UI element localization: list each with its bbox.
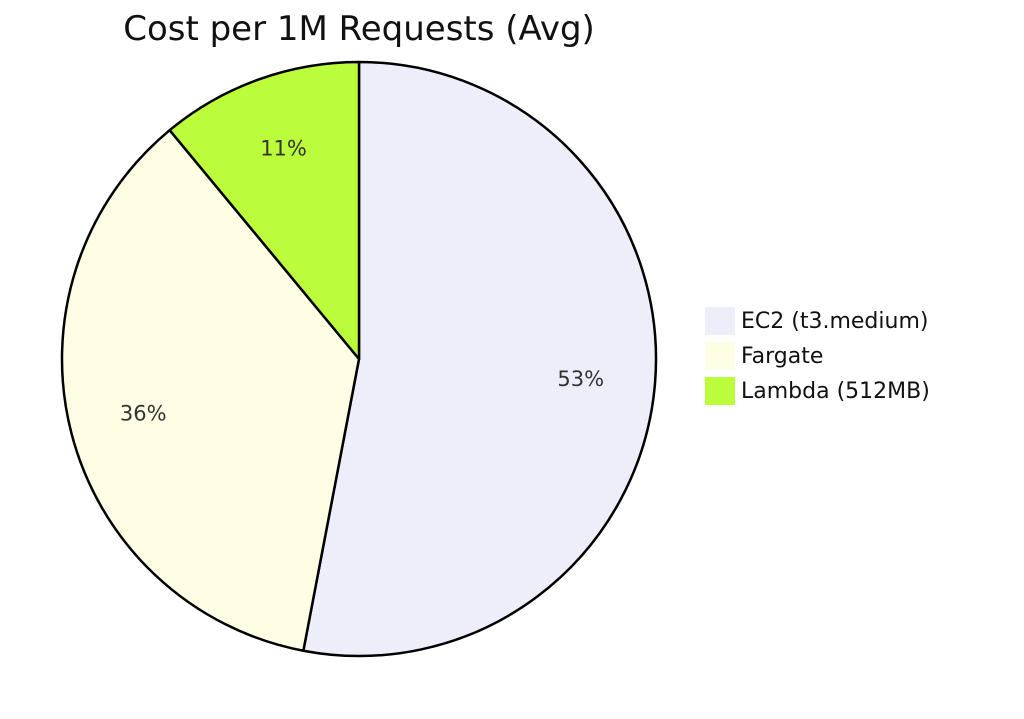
pie-slice-ec2-t3-medium bbox=[302, 60, 658, 658]
pie-slice-lambda-512mb bbox=[168, 60, 361, 361]
legend-swatch-lambda-512mb bbox=[705, 377, 735, 405]
legend-swatch-ec2-t3-medium bbox=[705, 307, 735, 335]
legend-label-lambda-512mb: Lambda (512MB) bbox=[741, 379, 930, 404]
pie-slice-fargate bbox=[60, 128, 361, 652]
legend-swatch-fargate bbox=[705, 342, 735, 370]
legend-label-fargate: Fargate bbox=[741, 344, 823, 369]
slice-label-lambda-512mb: 11% bbox=[260, 136, 307, 160]
pie-slices bbox=[60, 60, 658, 658]
slice-label-ec2-t3-medium: 53% bbox=[557, 367, 604, 391]
chart-title: Cost per 1M Requests (Avg) bbox=[123, 9, 595, 49]
legend: EC2 (t3.medium) Fargate Lambda (512MB) bbox=[705, 307, 930, 405]
pie-slice-labels: 53% 36% 11% bbox=[120, 136, 604, 425]
slice-label-fargate: 36% bbox=[120, 401, 167, 425]
legend-label-ec2-t3-medium: EC2 (t3.medium) bbox=[741, 309, 928, 334]
